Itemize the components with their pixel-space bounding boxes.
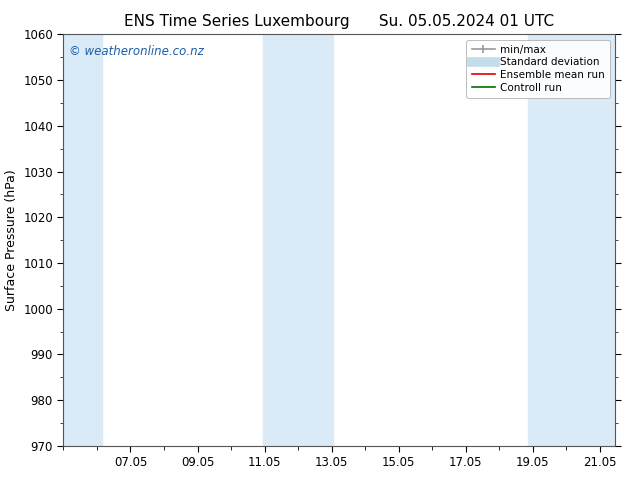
Y-axis label: Surface Pressure (hPa): Surface Pressure (hPa) [4, 169, 18, 311]
Bar [527, 34, 615, 446]
Legend: min/max, Standard deviation, Ensemble mean run, Controll run: min/max, Standard deviation, Ensemble me… [467, 40, 610, 98]
Title: ENS Time Series Luxembourg      Su. 05.05.2024 01 UTC: ENS Time Series Luxembourg Su. 05.05.202… [124, 14, 554, 29]
Bar [263, 34, 333, 446]
Bar [63, 34, 102, 446]
Text: © weatheronline.co.nz: © weatheronline.co.nz [69, 45, 204, 58]
